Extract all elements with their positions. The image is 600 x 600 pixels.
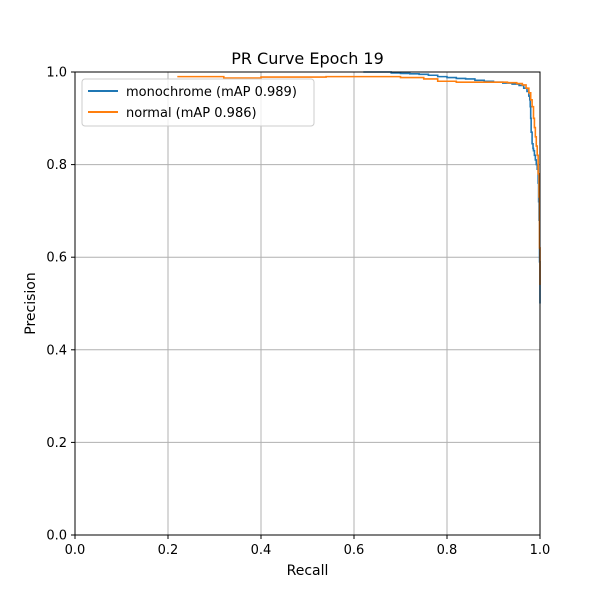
- series-line-monochrome: [363, 71, 541, 304]
- data-series: [177, 71, 541, 304]
- legend-label-normal: normal (mAP 0.986): [126, 106, 257, 121]
- y-tick-label: 0.4: [46, 343, 67, 358]
- x-tick-label: 0.2: [158, 543, 179, 558]
- y-axis-label: Precision: [23, 272, 39, 334]
- x-tick-label: 0.0: [65, 543, 86, 558]
- x-tick-label: 0.4: [251, 543, 272, 558]
- series-line-normal: [177, 75, 541, 285]
- legend: monochrome (mAP 0.989) normal (mAP 0.986…: [81, 78, 315, 127]
- y-tick-label: 0.2: [46, 436, 67, 451]
- legend-box: [81, 78, 315, 127]
- plot-frame: [74, 71, 541, 536]
- grid-lines: [74, 71, 541, 536]
- x-axis-label: Recall: [287, 563, 329, 579]
- chart-title: PR Curve Epoch 19: [231, 49, 384, 68]
- legend-label-monochrome: monochrome (mAP 0.989): [126, 85, 297, 100]
- axis-ticks: 0.0 0.2 0.4 0.6 0.8 1.0 0.0 0.2 0.4 0.6 0.8 1.0: [46, 66, 550, 559]
- y-tick-label: 0.0: [46, 529, 67, 544]
- x-tick-label: 1.0: [530, 543, 551, 558]
- plot-area: [75, 72, 540, 535]
- y-tick-label: 0.6: [46, 251, 67, 266]
- x-tick-label: 0.8: [437, 543, 458, 558]
- y-tick-label: 1.0: [46, 66, 67, 81]
- y-tick-label: 0.8: [46, 158, 67, 173]
- x-tick-label: 0.6: [344, 543, 365, 558]
